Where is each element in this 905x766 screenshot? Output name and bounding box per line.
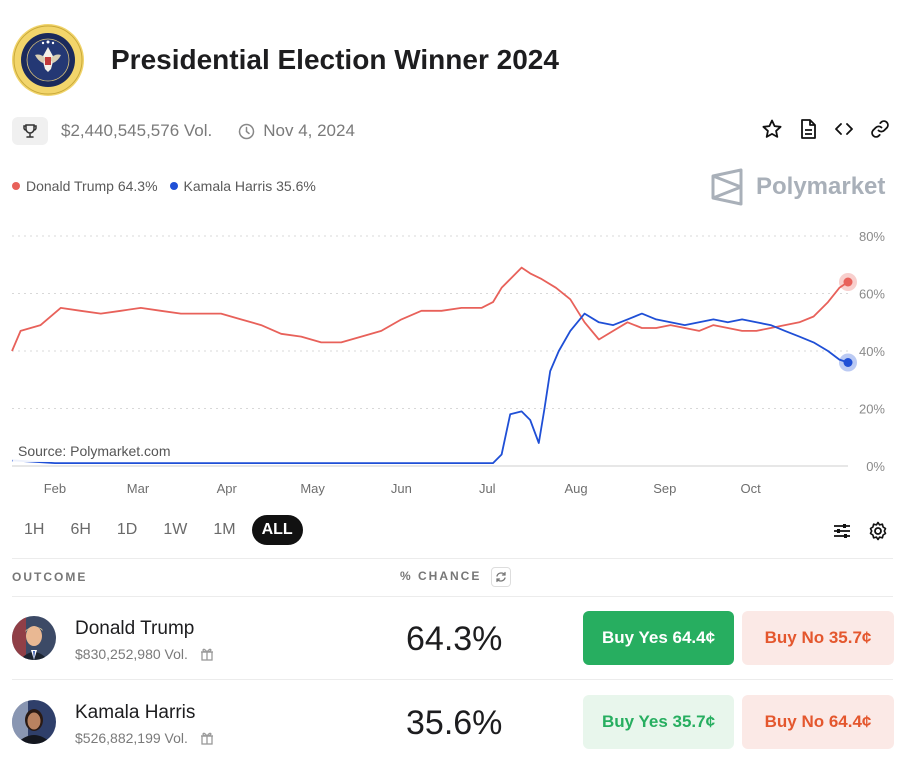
market-meta: $2,440,545,576 Vol. Nov 4, 2024 bbox=[12, 116, 355, 146]
y-tick-label: 80% bbox=[859, 229, 885, 244]
divider bbox=[12, 596, 893, 597]
chance-column-header: % CHANCE bbox=[400, 567, 511, 587]
range-1m[interactable]: 1M bbox=[213, 521, 236, 538]
legend-label: Donald Trump 64.3% bbox=[26, 178, 158, 194]
range-all[interactable]: ALL bbox=[251, 515, 303, 545]
range-1h[interactable]: 1H bbox=[24, 521, 45, 538]
outcome-volume: $526,882,199 Vol. bbox=[75, 730, 214, 746]
range-6h[interactable]: 6H bbox=[70, 521, 91, 538]
buy-no-button[interactable]: Buy No 35.7¢ bbox=[742, 611, 894, 665]
legend-dot bbox=[12, 182, 20, 190]
trump-avatar bbox=[12, 616, 56, 660]
harris-avatar bbox=[12, 700, 56, 744]
series-line-harris bbox=[11, 312, 849, 465]
outcome-chance: 64.3% bbox=[406, 620, 503, 658]
outcome-chance: 35.6% bbox=[406, 704, 503, 742]
outcome-column-header: OUTCOME bbox=[12, 570, 88, 584]
x-tick-label: Apr bbox=[217, 481, 238, 496]
document-icon[interactable] bbox=[797, 118, 819, 140]
market-end-date: Nov 4, 2024 bbox=[263, 121, 355, 140]
link-icon[interactable] bbox=[869, 118, 891, 140]
settings-gear-icon[interactable] bbox=[868, 521, 888, 541]
clock-icon bbox=[238, 123, 255, 140]
price-history-chart: 80% 60% 40% 20% 0% Feb Mar Apr May Jun Jul Aug Sep Oc… bbox=[11, 229, 885, 496]
polymarket-logo-icon bbox=[711, 168, 743, 206]
outcome-name: Donald Trump bbox=[75, 618, 195, 639]
refresh-icon[interactable] bbox=[490, 567, 511, 587]
x-tick-label: Jun bbox=[391, 481, 412, 496]
outcome-row-harris: Kamala Harris $526,882,199 Vol. 35.6% Bu… bbox=[0, 682, 905, 762]
embed-code-icon[interactable] bbox=[833, 118, 855, 140]
filter-sliders-icon[interactable] bbox=[832, 521, 852, 541]
chance-header-label: % CHANCE bbox=[400, 569, 482, 584]
divider bbox=[12, 558, 893, 559]
series-end-point bbox=[843, 277, 853, 287]
chart-tools bbox=[832, 521, 888, 541]
gift-icon[interactable] bbox=[200, 647, 214, 661]
legend-item-harris: Kamala Harris 35.6% bbox=[169, 178, 316, 194]
divider bbox=[12, 679, 893, 680]
buy-no-button[interactable]: Buy No 64.4¢ bbox=[742, 695, 894, 749]
legend-dot bbox=[169, 182, 178, 190]
x-tick-label: Feb bbox=[44, 481, 66, 496]
time-range-selector: 1H 6H 1D 1W 1M ALL bbox=[14, 515, 309, 545]
chart-legend: Donald Trump 64.3% Kamala Harris 35.6% bbox=[12, 178, 328, 194]
outcome-volume-text: $830,252,980 Vol. bbox=[75, 646, 188, 662]
buy-yes-button[interactable]: Buy Yes 35.7¢ bbox=[583, 695, 734, 749]
x-tick-label: Jul bbox=[479, 481, 496, 496]
legend-label: Kamala Harris 35.6% bbox=[183, 178, 316, 194]
market-volume: $2,440,545,576 Vol. bbox=[61, 121, 213, 140]
outcome-volume: $830,252,980 Vol. bbox=[75, 646, 214, 662]
outcome-row-trump: Donald Trump $830,252,980 Vol. 64.3% Buy… bbox=[0, 598, 905, 678]
x-tick-label: Sep bbox=[653, 481, 676, 496]
y-tick-label: 40% bbox=[859, 344, 885, 359]
polymarket-brand: Polymarket bbox=[710, 168, 885, 206]
presidential-seal-icon bbox=[12, 24, 84, 96]
legend-item-trump: Donald Trump 64.3% bbox=[12, 178, 158, 194]
x-tick-label: Aug bbox=[564, 481, 587, 496]
page-title: Presidential Election Winner 2024 bbox=[111, 44, 559, 75]
gift-icon[interactable] bbox=[200, 731, 214, 745]
y-tick-label: 60% bbox=[859, 287, 885, 302]
range-1w[interactable]: 1W bbox=[163, 521, 188, 538]
buy-yes-button[interactable]: Buy Yes 64.4¢ bbox=[583, 611, 734, 665]
y-tick-label: 0% bbox=[866, 459, 885, 474]
y-tick-label: 20% bbox=[859, 402, 885, 417]
series-end-point bbox=[843, 358, 853, 367]
series-line-trump bbox=[11, 266, 849, 352]
market-actions bbox=[761, 118, 891, 140]
star-icon[interactable] bbox=[761, 118, 783, 140]
outcome-volume-text: $526,882,199 Vol. bbox=[75, 730, 188, 746]
x-tick-label: Mar bbox=[127, 481, 150, 496]
trophy-icon bbox=[12, 117, 48, 145]
chart-source-label: Source: Polymarket.com bbox=[12, 440, 177, 462]
x-tick-label: May bbox=[300, 481, 325, 496]
outcome-name: Kamala Harris bbox=[75, 702, 196, 723]
range-1d[interactable]: 1D bbox=[116, 521, 138, 538]
brand-name: Polymarket bbox=[756, 173, 886, 200]
market-header bbox=[12, 24, 84, 96]
x-tick-label: Oct bbox=[741, 481, 762, 496]
